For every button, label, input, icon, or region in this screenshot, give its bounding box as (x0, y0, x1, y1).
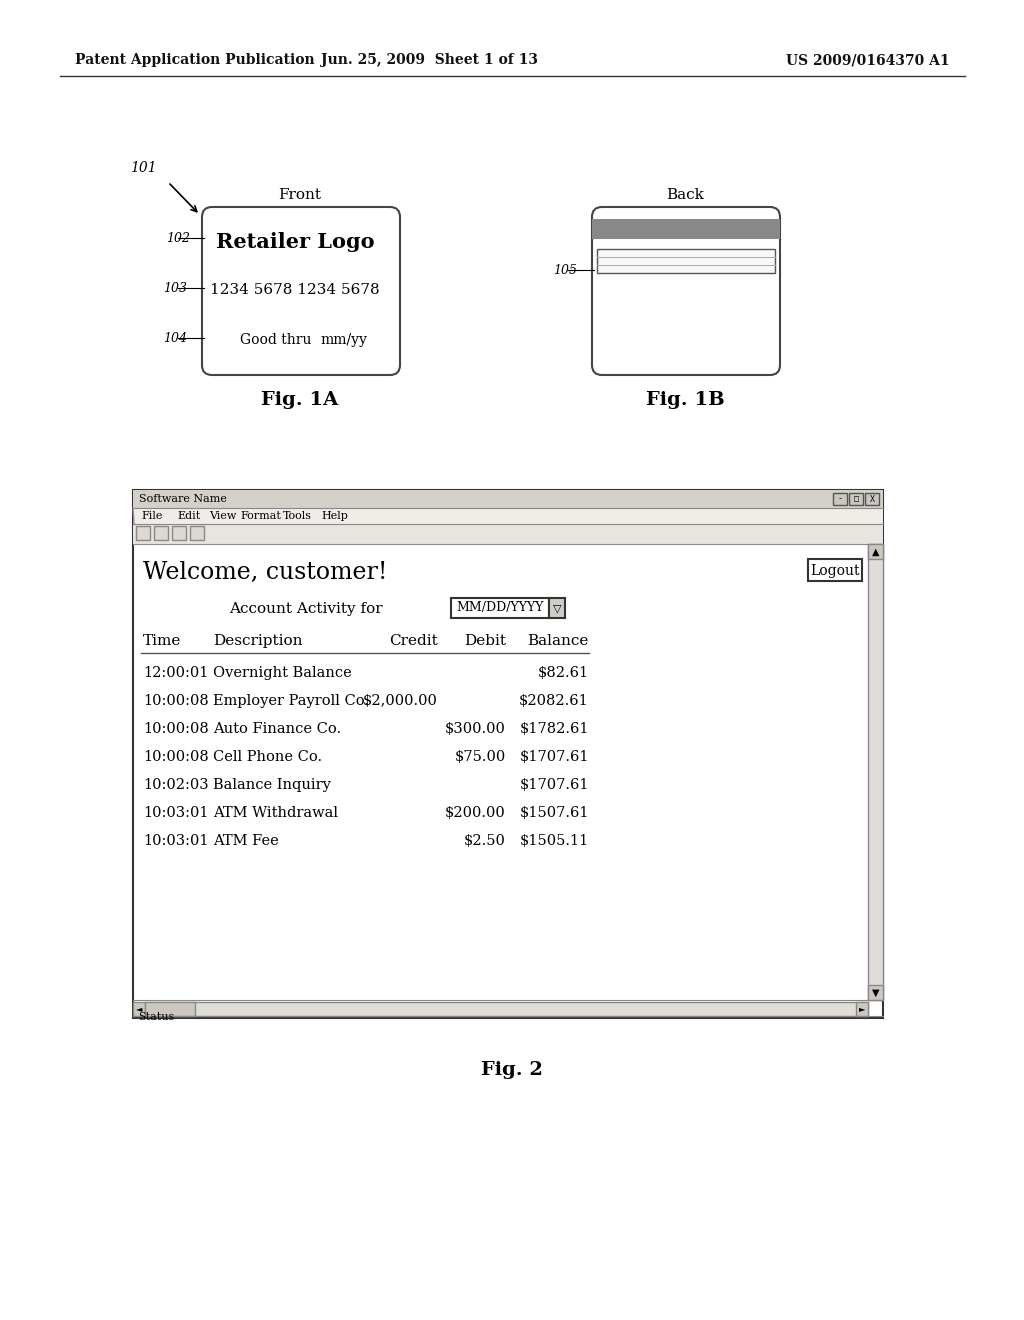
Text: Balance Inquiry: Balance Inquiry (213, 777, 331, 792)
Bar (597, 249, 775, 273)
Text: $1707.61: $1707.61 (519, 777, 589, 792)
Text: □: □ (853, 495, 858, 503)
Text: Logout: Logout (810, 564, 860, 578)
Bar (865, 492, 879, 506)
Text: Fig. 2: Fig. 2 (481, 1061, 543, 1078)
Text: Status: Status (138, 1012, 174, 1022)
Bar (833, 492, 847, 506)
Text: $200.00: $200.00 (445, 807, 506, 820)
Text: $2,000.00: $2,000.00 (364, 694, 438, 708)
Text: $1505.11: $1505.11 (520, 834, 589, 847)
Text: Software Name: Software Name (139, 494, 227, 504)
Text: $82.61: $82.61 (538, 667, 589, 680)
Text: Fig. 1B: Fig. 1B (645, 391, 724, 409)
Text: Edit: Edit (177, 511, 201, 521)
Text: $2.50: $2.50 (464, 834, 506, 847)
Text: Balance: Balance (527, 634, 589, 648)
Text: Good thru: Good thru (240, 333, 311, 347)
Bar (133, 508, 883, 524)
Text: Employer Payroll Co.: Employer Payroll Co. (213, 694, 369, 708)
Bar (451, 598, 549, 618)
Bar (592, 219, 780, 239)
Bar (136, 525, 150, 540)
Text: 10:00:08: 10:00:08 (143, 750, 209, 764)
Text: $2082.61: $2082.61 (519, 694, 589, 708)
Text: $1782.61: $1782.61 (519, 722, 589, 737)
Text: 10:00:08: 10:00:08 (143, 722, 209, 737)
Text: 10:02:03: 10:02:03 (143, 777, 209, 792)
Text: ▲: ▲ (871, 546, 880, 557)
Text: View: View (209, 511, 237, 521)
Text: 104: 104 (163, 331, 187, 345)
Text: 102: 102 (166, 231, 190, 244)
Text: Auto Finance Co.: Auto Finance Co. (213, 722, 341, 737)
Bar (849, 492, 863, 506)
Bar (856, 1002, 868, 1016)
Text: mm/yy: mm/yy (319, 333, 367, 347)
Text: X: X (869, 495, 874, 503)
Text: -: - (838, 495, 843, 503)
Text: Tools: Tools (283, 511, 312, 521)
Text: ▽: ▽ (553, 603, 561, 612)
Text: Cell Phone Co.: Cell Phone Co. (213, 750, 323, 764)
Bar (133, 490, 883, 1018)
Bar (145, 1002, 195, 1016)
FancyBboxPatch shape (592, 207, 780, 375)
Text: MM/DD/YYYY: MM/DD/YYYY (457, 602, 544, 615)
Bar (133, 1002, 145, 1016)
Text: Debit: Debit (464, 634, 506, 648)
Text: $75.00: $75.00 (455, 750, 506, 764)
Text: Welcome, customer!: Welcome, customer! (143, 561, 387, 583)
Text: ►: ► (859, 1005, 865, 1014)
Text: Help: Help (321, 511, 348, 521)
Bar (145, 1002, 868, 1016)
Bar (172, 525, 186, 540)
Text: Format: Format (240, 511, 281, 521)
Text: Front: Front (279, 187, 322, 202)
Text: $300.00: $300.00 (445, 722, 506, 737)
Bar (133, 524, 883, 544)
Text: Time: Time (143, 634, 181, 648)
Text: 105: 105 (553, 264, 577, 276)
Text: US 2009/0164370 A1: US 2009/0164370 A1 (786, 53, 950, 67)
Text: Credit: Credit (389, 634, 438, 648)
Text: 1234 5678 1234 5678: 1234 5678 1234 5678 (210, 282, 380, 297)
Text: 10:03:01: 10:03:01 (143, 834, 209, 847)
Text: Patent Application Publication: Patent Application Publication (75, 53, 314, 67)
Text: Description: Description (213, 634, 302, 648)
Bar (868, 985, 883, 1001)
Bar (868, 544, 883, 1001)
Text: Jun. 25, 2009  Sheet 1 of 13: Jun. 25, 2009 Sheet 1 of 13 (322, 53, 539, 67)
Bar (868, 544, 883, 558)
Text: Retailer Logo: Retailer Logo (216, 232, 375, 252)
Bar (808, 558, 862, 581)
Bar (154, 525, 168, 540)
Text: $1707.61: $1707.61 (519, 750, 589, 764)
Text: Back: Back (666, 187, 703, 202)
Text: 101: 101 (130, 161, 157, 176)
Text: Overnight Balance: Overnight Balance (213, 667, 352, 680)
Text: Fig. 1A: Fig. 1A (261, 391, 339, 409)
Text: File: File (141, 511, 163, 521)
FancyBboxPatch shape (202, 207, 400, 375)
Bar (190, 525, 204, 540)
Text: 12:00:01: 12:00:01 (143, 667, 208, 680)
Text: $1507.61: $1507.61 (519, 807, 589, 820)
Text: ◄: ◄ (136, 1005, 142, 1014)
Text: 103: 103 (163, 281, 187, 294)
Bar (549, 598, 565, 618)
Text: ▼: ▼ (871, 987, 880, 998)
Text: ATM Fee: ATM Fee (213, 834, 279, 847)
Text: ATM Withdrawal: ATM Withdrawal (213, 807, 338, 820)
Text: 10:00:08: 10:00:08 (143, 694, 209, 708)
Bar (133, 490, 883, 508)
Text: 10:03:01: 10:03:01 (143, 807, 209, 820)
Text: Account Activity for: Account Activity for (229, 602, 383, 616)
